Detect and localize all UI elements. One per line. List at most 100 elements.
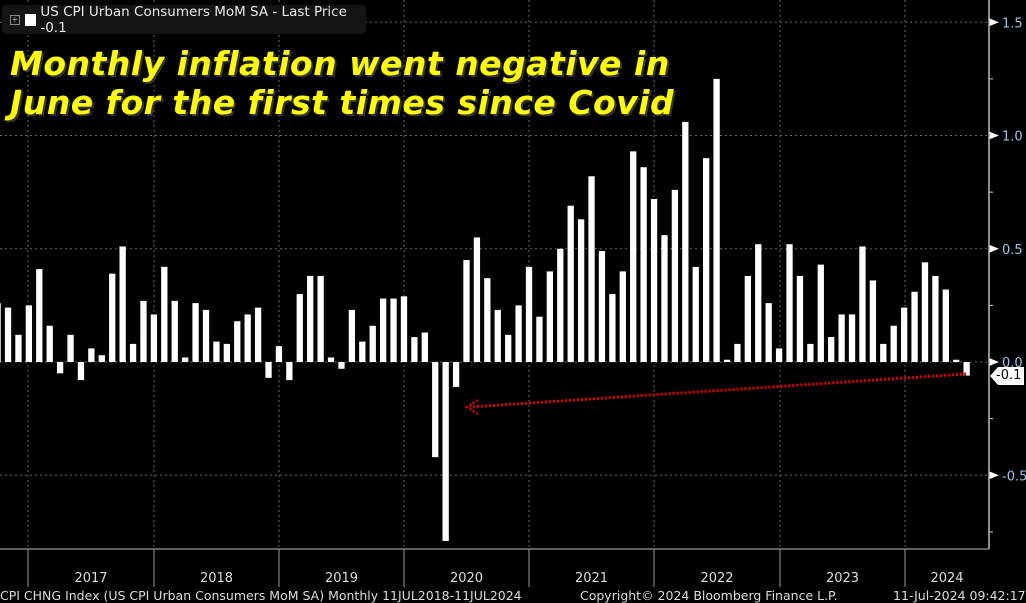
bar [890, 325, 897, 362]
bar [348, 309, 356, 362]
bar [546, 271, 554, 362]
bar [828, 337, 835, 362]
bar [77, 362, 85, 381]
bar [88, 348, 95, 362]
bar [848, 314, 856, 362]
arrow-shaft [469, 372, 967, 409]
bar [150, 314, 158, 362]
year-label: 2017 [74, 571, 107, 586]
bar [359, 341, 366, 362]
y-tick-label: 1.0 [1002, 130, 1023, 145]
bar [525, 266, 533, 362]
footer-timestamp: 11-Jul-2024 09:42:17 [893, 588, 1026, 603]
legend[interactable]: + US CPI Urban Consumers MoM SA - Last P… [2, 3, 366, 36]
y-tick-label: 1.5 [1002, 16, 1023, 31]
bar [15, 334, 22, 362]
bar [953, 359, 960, 362]
bar [473, 237, 481, 362]
year-label: 2019 [325, 571, 358, 586]
footer-index: CPI CHNG Index (US CPI Urban Consumers M… [0, 588, 522, 603]
bar [4, 307, 12, 362]
bar [598, 251, 606, 362]
bar [338, 362, 345, 369]
annotation-arrow [464, 372, 967, 416]
bar [369, 325, 376, 362]
legend-swatch [24, 13, 37, 26]
bar [192, 303, 199, 362]
tick-marker [989, 18, 999, 27]
headline-line-2: June for the first times since Covid [10, 83, 675, 122]
bar [275, 346, 283, 362]
headline-line-1: Monthly inflation went negative in [10, 44, 670, 83]
year-label: 2018 [200, 571, 233, 586]
bar [630, 151, 637, 362]
bar [661, 235, 668, 362]
arrow-head [464, 398, 479, 416]
bar [640, 167, 647, 362]
bar [775, 348, 783, 362]
bar [140, 300, 147, 362]
bar [807, 343, 814, 362]
year-label: 2020 [450, 571, 483, 586]
bar [755, 244, 762, 362]
footer-copyright: Copyright© 2024 Bloomberg Finance L.P. [580, 588, 838, 603]
bar [880, 343, 887, 362]
bar [484, 278, 491, 362]
bar [317, 275, 324, 362]
bar [838, 314, 845, 362]
bar [911, 291, 918, 362]
bar [567, 205, 574, 362]
bar [36, 269, 43, 362]
year-label: 2021 [575, 571, 608, 586]
bar [400, 296, 408, 362]
year-label: 2023 [826, 571, 859, 586]
bar [234, 321, 241, 362]
bar [432, 362, 439, 458]
bar [56, 362, 64, 374]
bar [442, 362, 449, 541]
expand-icon[interactable]: + [10, 14, 20, 25]
bar [307, 275, 314, 362]
bar [452, 362, 460, 387]
bar [869, 280, 877, 362]
bar [963, 362, 970, 376]
bar [161, 266, 168, 362]
bar [505, 334, 512, 362]
bar [244, 314, 251, 362]
headline-annotation: Monthly inflation went negative in June … [10, 44, 674, 122]
bar [109, 273, 116, 362]
bar [25, 305, 33, 362]
bar [723, 359, 731, 362]
bar [515, 305, 522, 362]
bar [932, 275, 939, 362]
bar [796, 275, 804, 362]
bar [682, 121, 689, 362]
bar [734, 343, 741, 362]
bar [713, 78, 720, 362]
bar [296, 294, 303, 362]
tick-marker [989, 471, 999, 480]
legend-label: US CPI Urban Consumers MoM SA - Last Pri… [40, 3, 347, 36]
y-axis: 1.51.00.50.0-0.5 [0, 0, 1026, 550]
bar [98, 355, 105, 362]
bar [171, 300, 178, 362]
bar [254, 307, 262, 362]
bar [379, 298, 387, 362]
bar [765, 303, 772, 362]
bar [744, 275, 751, 362]
bar [671, 189, 679, 362]
bar [129, 343, 137, 362]
bar [921, 262, 929, 362]
bar [421, 332, 428, 362]
x-axis: 2017 2018 2019 2020 2021 2022 2023 2024 [27, 549, 964, 587]
bar [463, 260, 470, 362]
bar [557, 248, 564, 362]
bar [0, 303, 1, 362]
y-tick-label: 0.5 [1002, 243, 1023, 258]
bar [900, 307, 908, 362]
bar [609, 294, 616, 362]
bar [619, 271, 626, 362]
year-label: 2024 [930, 571, 963, 586]
bar [703, 158, 710, 362]
